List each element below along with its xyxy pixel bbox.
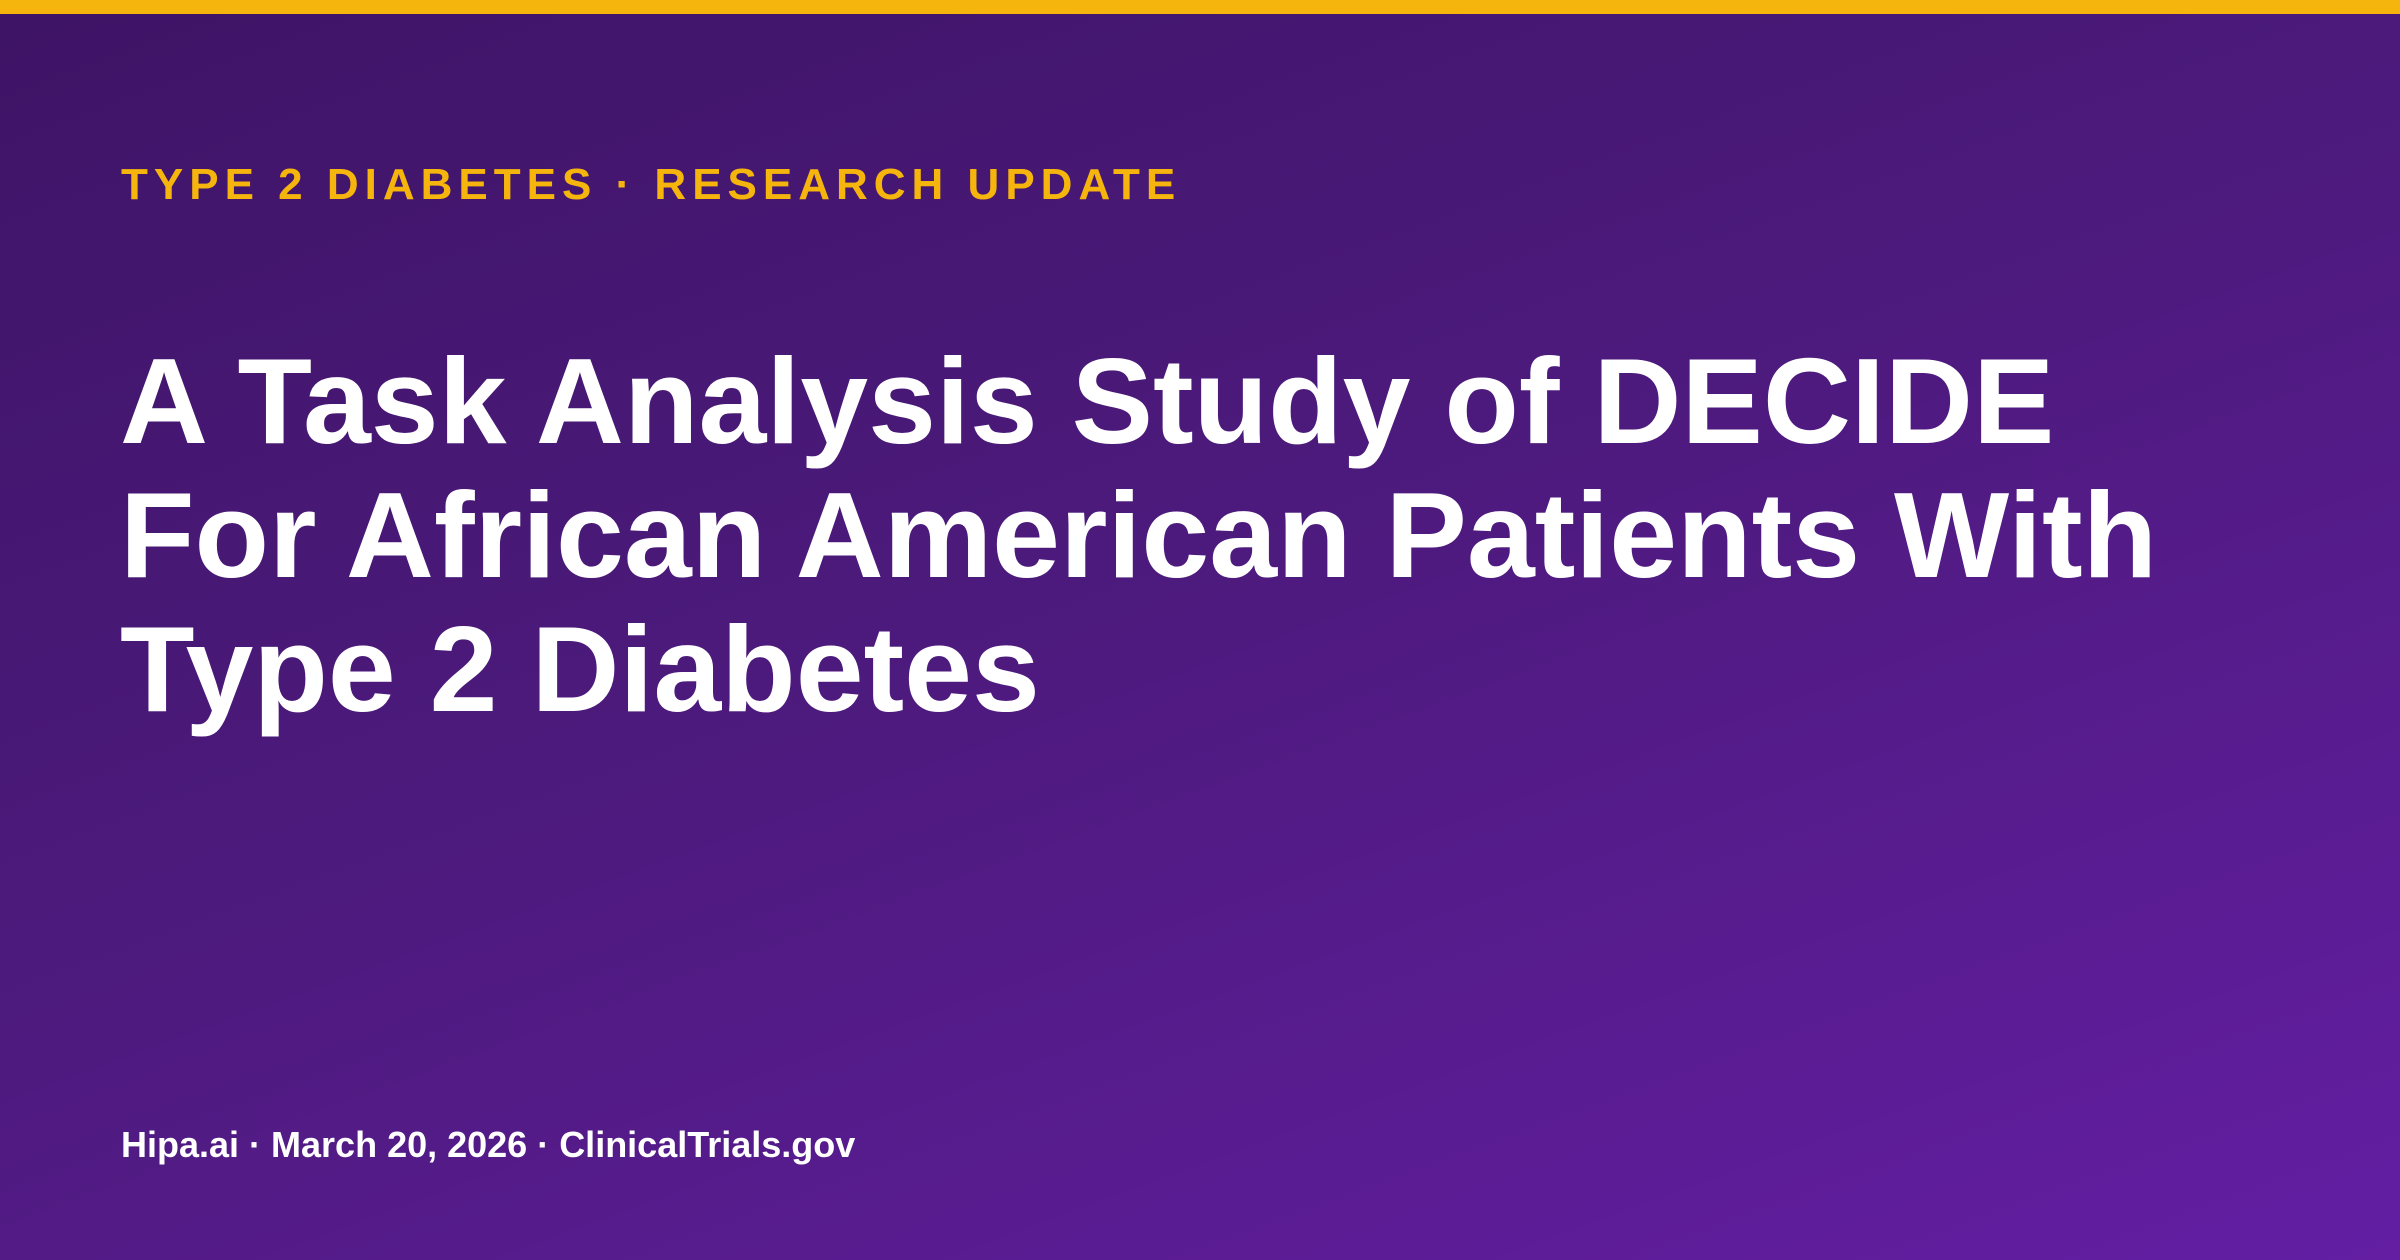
title-line-1: A Task Analysis Study of DECIDE <box>120 333 2055 469</box>
title-line-2: For African American Patients With <box>120 467 2158 603</box>
source-footer: Hipa.ai · March 20, 2026 · ClinicalTrial… <box>121 1124 856 1165</box>
top-accent-bar <box>0 0 2400 14</box>
category-kicker: TYPE 2 DIABETES · RESEARCH UPDATE <box>121 160 1182 209</box>
title-line-3: Type 2 Diabetes <box>120 601 1040 737</box>
page-title: A Task Analysis Study of DECIDE For Afri… <box>120 334 2320 736</box>
